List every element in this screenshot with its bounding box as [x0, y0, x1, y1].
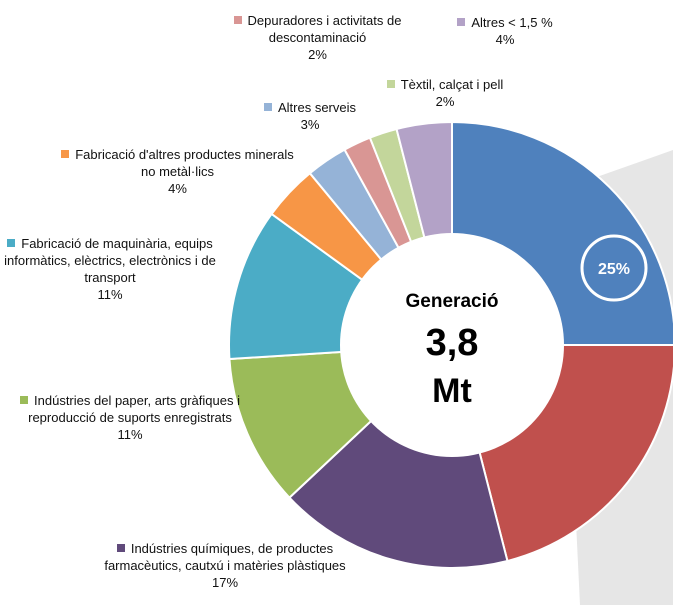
slice-label: Tèxtil, calçat i pell 2%	[365, 76, 525, 110]
category-name: Fabricació de maquinària, equips informà…	[4, 236, 216, 285]
legend-swatch	[263, 103, 272, 111]
center-title: Generació	[406, 291, 499, 312]
slice-label: Altres serveis 3%	[240, 99, 380, 133]
slice-label: Fabricació de maquinària, equips informà…	[0, 235, 230, 303]
legend-swatch	[386, 80, 395, 88]
legend-swatch	[61, 150, 70, 158]
slice-label: Depuradores i activitats de descontamina…	[210, 12, 425, 63]
legend-swatch	[457, 18, 466, 26]
legend-swatch	[233, 16, 242, 24]
category-name: Depuradores i activitats de descontamina…	[247, 13, 402, 45]
category-name: Indústries químiques, de productes farma…	[104, 541, 346, 573]
center-unit: Mt	[432, 372, 472, 410]
percent-label: 2%	[435, 94, 455, 109]
legend-swatch	[116, 544, 125, 552]
percent-label: 11%	[97, 287, 123, 302]
percent-label: 4%	[495, 32, 515, 47]
slice-label: Fabricació d'altres productes minerals n…	[60, 146, 295, 197]
slice-label: Indústries del paper, arts gràfiques i r…	[10, 392, 250, 443]
category-name: Indústries del paper, arts gràfiques i r…	[28, 393, 240, 425]
percent-label: 17%	[211, 575, 239, 590]
callout-label: 25%	[598, 261, 630, 278]
callout-circle	[580, 234, 648, 302]
percent-label: 4%	[168, 181, 187, 196]
legend-swatch	[20, 396, 29, 404]
category-name: Tèxtil, calçat i pell	[400, 77, 504, 92]
center-value: 3,8	[426, 322, 479, 364]
percent-label: 11%	[117, 427, 143, 442]
donut-hole	[340, 233, 564, 457]
slice-label: Indústries químiques, de productes farma…	[95, 540, 355, 591]
slice-label: Altres < 1,5 % 4%	[440, 14, 570, 48]
percent-label: 2%	[308, 47, 327, 62]
category-name: Altres < 1,5 %	[471, 15, 553, 30]
percent-label: 3%	[300, 117, 320, 132]
category-name: Altres serveis	[277, 100, 357, 115]
legend-swatch	[7, 239, 16, 247]
category-name: Fabricació d'altres productes minerals n…	[75, 147, 294, 179]
